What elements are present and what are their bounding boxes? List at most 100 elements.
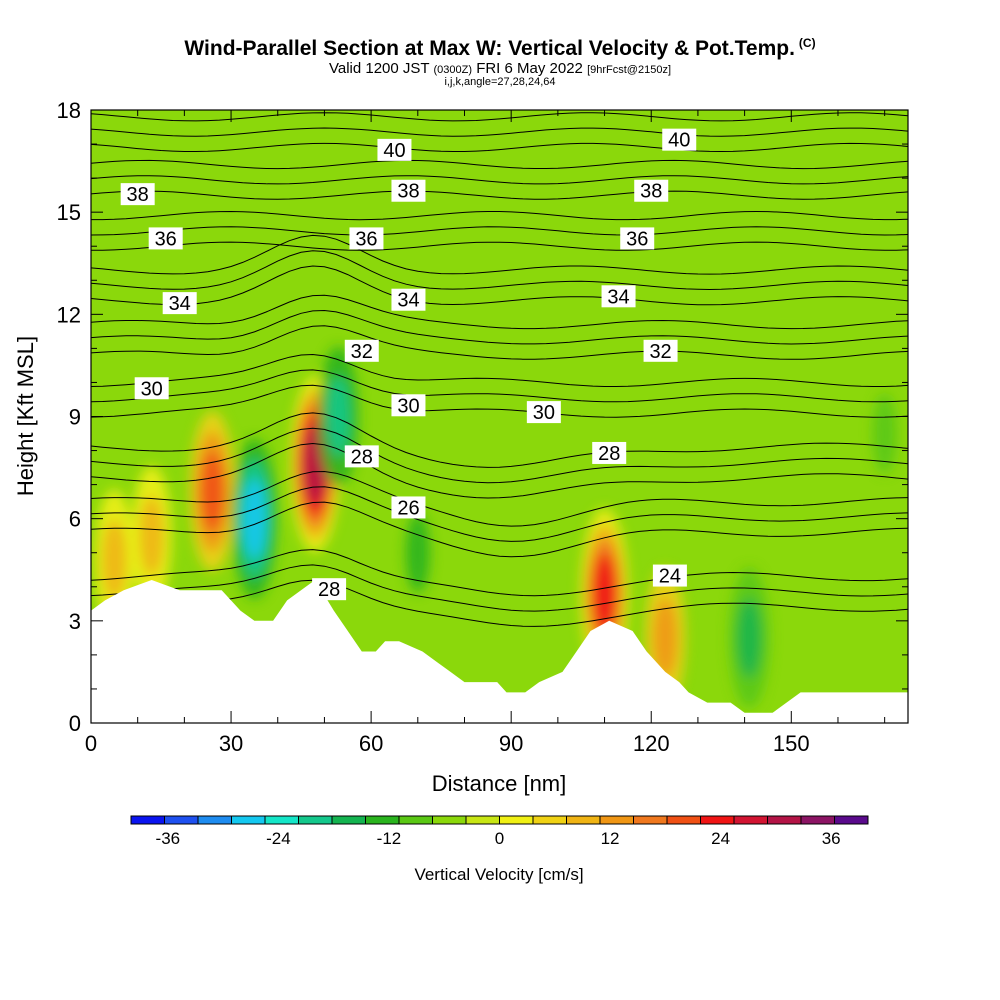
contour-label: 34: [601, 285, 636, 308]
y-tick-label: 15: [57, 200, 81, 225]
contour-label: 38: [120, 183, 155, 206]
contour-label-bg: [349, 227, 384, 250]
colorbar-swatch: [600, 816, 634, 824]
contour-label-text: 30: [141, 378, 163, 400]
contour-label: 30: [391, 394, 426, 417]
w-feature: [242, 478, 267, 559]
contour-label-text: 32: [649, 341, 671, 363]
contour-label: 36: [349, 227, 384, 250]
colorbar-tick-label: -24: [266, 829, 291, 848]
contour-label: 28: [344, 445, 379, 468]
colorbar-swatch: [432, 816, 467, 824]
x-tick-label: 120: [633, 731, 670, 756]
chart-title: Wind-Parallel Section at Max W: Vertical…: [0, 36, 1000, 61]
colorbar-tick-label: 24: [711, 829, 730, 848]
colorbar: -36 -24 -12 0 12 24 36: [130, 815, 869, 848]
colorbar-tick-label: -12: [377, 829, 402, 848]
w-feature: [653, 597, 678, 678]
contour-label: 36: [148, 227, 183, 250]
contour-label-bg: [148, 227, 183, 250]
contour-line: [91, 175, 908, 185]
x-tick-label: 150: [773, 731, 810, 756]
contour-label: 40: [377, 138, 412, 162]
contour-label: 30: [134, 377, 169, 400]
contour-line: [91, 190, 908, 200]
contour-label-text: 40: [383, 140, 405, 162]
contour-label-bg: [652, 564, 687, 587]
contour-label: 28: [312, 578, 347, 601]
colorbar-tick-label: 12: [601, 829, 620, 848]
colorbar-swatch: [700, 816, 735, 824]
colorbar-tick-label: 0: [495, 829, 504, 848]
w-feature: [592, 553, 617, 634]
contour-label-text: 24: [659, 566, 681, 588]
colorbar-swatch: [332, 816, 366, 824]
contour-label: 28: [592, 441, 627, 465]
contour-labels: 24 26 28 28 28 30 30 30 32 32 34 34 34 36 36 36 38 38 38 40…: [120, 128, 697, 601]
w-feature: [139, 495, 164, 576]
contour-line: [91, 501, 908, 558]
grid-indices: i,j,k,angle=27,28,24,64: [444, 76, 556, 88]
contour-label-text: 34: [397, 290, 419, 312]
colorbar-label: Vertical Velocity [cm/s]: [414, 865, 583, 884]
colorbar-swatch: [365, 816, 400, 824]
contour-label-bg: [662, 128, 697, 151]
x-tick-label: 30: [219, 731, 243, 756]
contour-label-text: 30: [397, 395, 419, 417]
colorbar-swatch: [499, 816, 534, 824]
colorbar-tick-label: -36: [156, 829, 181, 848]
contour-line: [91, 309, 908, 345]
x-tick-label: 90: [499, 731, 523, 756]
potential-temperature-contours: [91, 112, 908, 627]
contour-label-bg: [134, 377, 169, 400]
w-feature: [737, 597, 762, 678]
contour-label-text: 36: [155, 228, 177, 250]
colorbar-swatch: [566, 816, 601, 824]
colorbar-swatch: [231, 816, 266, 824]
colorbar-swatch: [834, 816, 869, 824]
contour-label: 26: [391, 496, 426, 519]
contour-line: [91, 564, 908, 612]
contour-label-text: 36: [626, 228, 648, 250]
contour-label: 40: [662, 128, 697, 152]
contour-line: [91, 412, 908, 468]
contour-label-text: 32: [351, 341, 373, 363]
contour-label-text: 28: [351, 446, 373, 468]
contour-line: [91, 294, 908, 330]
contour-label-text: 34: [607, 286, 629, 308]
w-feature: [872, 393, 897, 474]
contour-line: [91, 159, 908, 170]
contour-label: 24: [652, 564, 687, 588]
colorbar-swatch: [164, 816, 199, 824]
contour-line: [91, 384, 908, 418]
contour-line: [91, 265, 908, 306]
contour-label: 32: [643, 339, 678, 363]
plot-area: [91, 110, 908, 723]
contour-label-bg: [162, 292, 197, 315]
contour-line: [91, 226, 908, 236]
contour-label-text: 36: [355, 228, 377, 250]
contour-label-text: 38: [640, 181, 662, 203]
contour-label-text: 40: [668, 130, 690, 152]
x-tick-label: 0: [85, 731, 97, 756]
contour-line: [91, 427, 908, 484]
colorbar-swatch: [466, 816, 500, 824]
colorbar-swatch: [667, 816, 701, 824]
contour-line: [91, 241, 908, 251]
colorbar-swatch: [265, 816, 299, 824]
contour-line: [91, 250, 908, 291]
contour-label: 34: [162, 292, 197, 315]
contour-label-bg: [592, 441, 627, 464]
contour-label: 30: [526, 401, 561, 424]
colorbar-swatch: [298, 816, 333, 824]
contour-line: [91, 234, 908, 275]
contour-label: 32: [344, 339, 379, 363]
y-tick-label: 3: [69, 609, 81, 634]
contour-label-bg: [643, 339, 678, 362]
valid-date: FRI 6 May 2022: [476, 60, 583, 77]
contour-label: 38: [391, 179, 426, 203]
contour-label-bg: [120, 183, 155, 206]
contour-label-bg: [312, 578, 347, 601]
colorbar-swatch: [633, 816, 668, 824]
valid-time-line: Valid 1200 JST (0300Z) FRI 6 May 2022 [9…: [0, 60, 1000, 77]
